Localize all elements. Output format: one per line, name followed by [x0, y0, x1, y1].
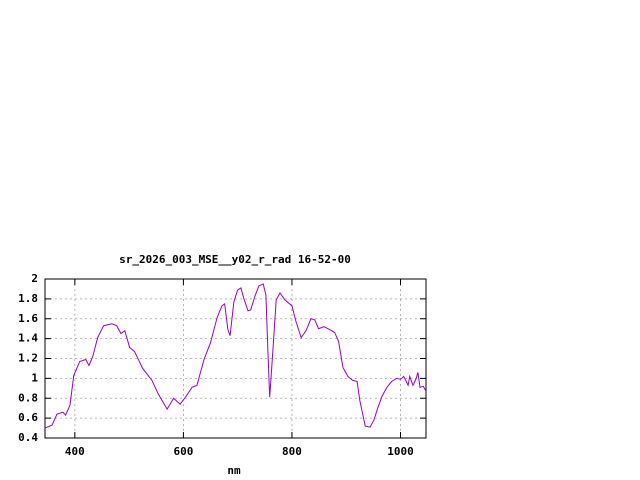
y-tick-label: 1.6 — [18, 312, 38, 325]
x-tick-label: 600 — [173, 445, 193, 458]
x-axis-label: nm — [227, 464, 241, 477]
y-tick-label: 1.8 — [18, 292, 38, 305]
y-tick-label: 0.4 — [18, 431, 38, 444]
y-tick-label: 0.8 — [18, 391, 38, 404]
data-line — [44, 283, 427, 429]
y-tick-label: 1.2 — [18, 352, 38, 365]
x-tick-label: 1000 — [387, 445, 414, 458]
plot-frame — [44, 278, 427, 439]
y-tick-label: 2 — [31, 272, 38, 285]
x-tick-label: 800 — [282, 445, 302, 458]
chart-title: sr_2026_003_MSE__y02_r_rad 16-52-00 — [119, 253, 351, 266]
x-tick-label: 400 — [65, 445, 85, 458]
y-tick-label: 1 — [31, 371, 38, 384]
y-tick-label: 1.4 — [18, 332, 38, 345]
y-tick-label: 0.6 — [18, 411, 38, 424]
